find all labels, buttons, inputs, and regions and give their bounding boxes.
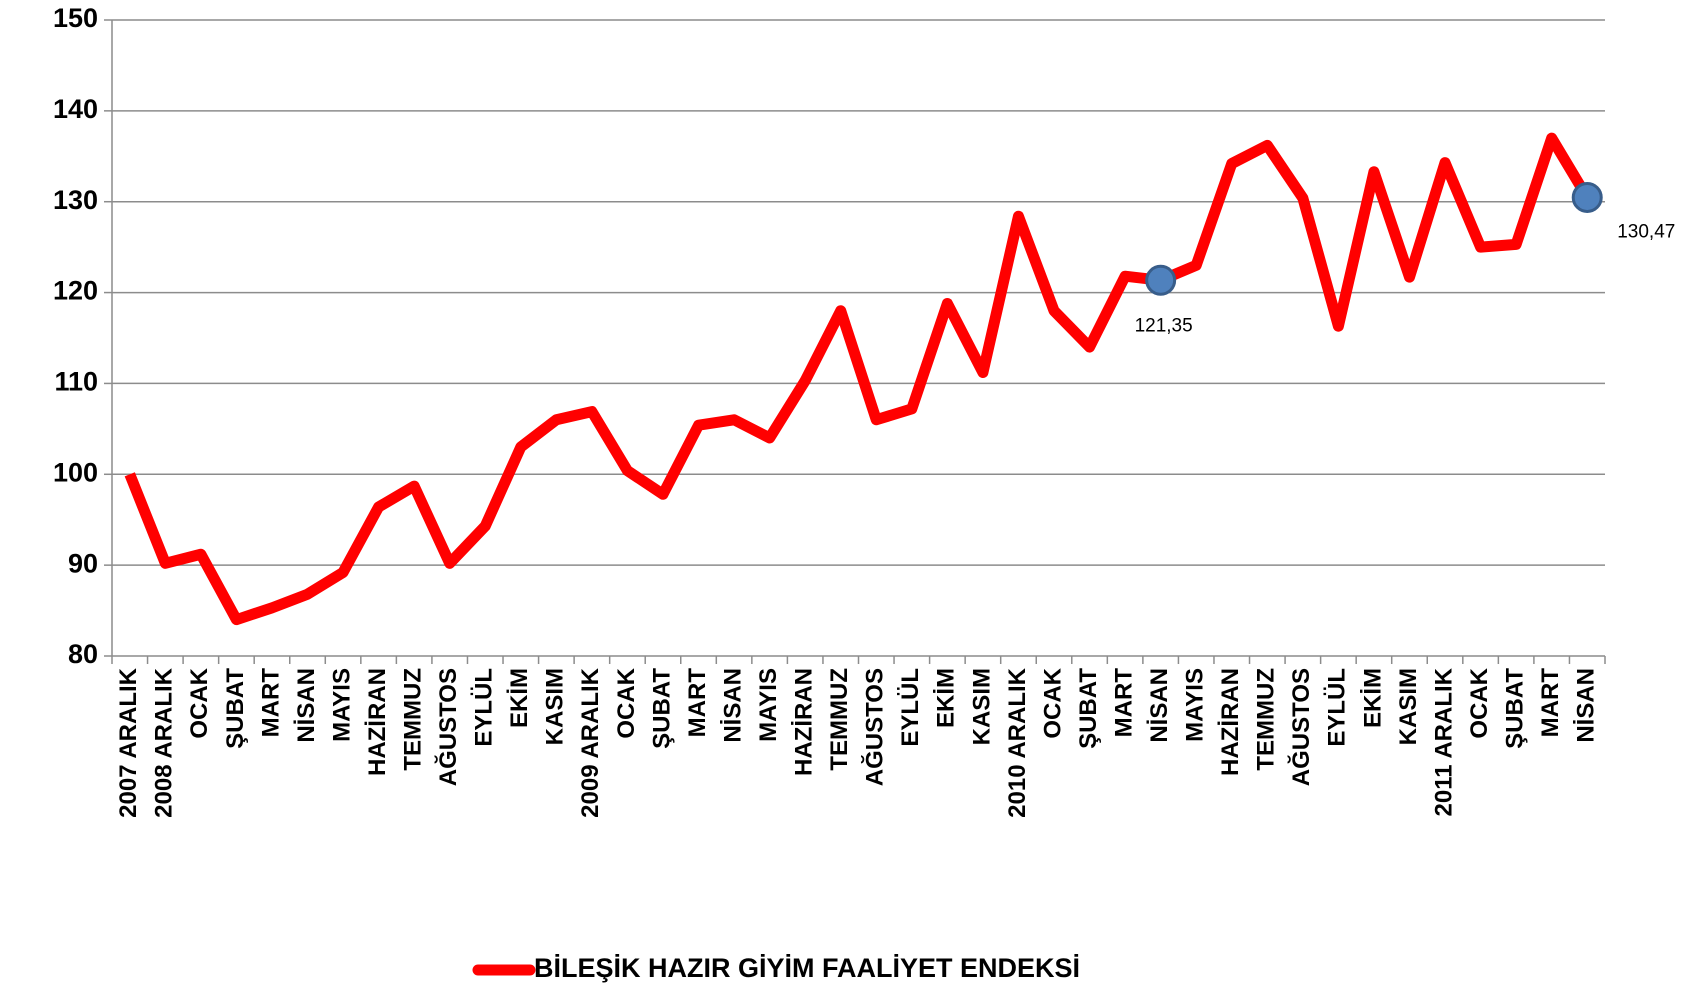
x-tick-label: ŞUBAT xyxy=(1501,668,1528,749)
x-tick-label: TEMMUZ xyxy=(1253,668,1280,771)
x-tick-label: EYLÜL xyxy=(1324,668,1351,747)
x-tick-label: EKİM xyxy=(933,668,960,728)
data-marker xyxy=(1571,181,1603,213)
x-tick-label: NİSAN xyxy=(719,668,746,743)
data-marker xyxy=(1145,264,1177,296)
x-tick-label: OCAK xyxy=(1466,667,1493,738)
x-tick-label: MAYIS xyxy=(328,668,355,742)
y-tick-label: 140 xyxy=(53,94,98,124)
x-tick-label: EKİM xyxy=(506,668,533,728)
x-tick-label: NİSAN xyxy=(1146,668,1173,743)
x-tick-label: KASIM xyxy=(1395,668,1422,745)
x-tick-label: MART xyxy=(1537,668,1564,738)
x-tick-label: HAZİRAN xyxy=(364,668,391,776)
x-tick-label: MART xyxy=(1110,668,1137,738)
y-tick-label: 100 xyxy=(53,457,98,487)
x-tick-label: AĞUSTOS xyxy=(1287,668,1315,786)
x-tick-label: 2007 ARALIK xyxy=(115,667,142,817)
x-tick-label: MAYIS xyxy=(1182,668,1209,742)
x-tick-label: HAZİRAN xyxy=(1217,668,1244,776)
series-line xyxy=(124,132,1592,626)
x-tick-label: EYLÜL xyxy=(897,668,924,747)
x-tick-label: ŞUBAT xyxy=(222,668,249,749)
x-tick-label: ŞUBAT xyxy=(648,668,675,749)
y-tick-label: 110 xyxy=(54,367,98,397)
x-tick-label: 2010 ARALIK xyxy=(1004,667,1031,817)
x-tick-label: OCAK xyxy=(613,667,640,738)
x-tick-label: ŞUBAT xyxy=(1075,668,1102,749)
x-tick-label: OCAK xyxy=(186,667,213,738)
x-tick-label: TEMMUZ xyxy=(826,668,853,771)
y-tick-label: 80 xyxy=(68,639,98,669)
y-tick-label: 130 xyxy=(53,185,98,215)
x-tick-label: NİSAN xyxy=(1573,668,1600,743)
x-tick-label: 2011 ARALIK xyxy=(1430,667,1457,816)
x-tick-label: NİSAN xyxy=(293,668,320,743)
x-tick-label: MART xyxy=(684,668,711,738)
x-tick-label: EYLÜL xyxy=(471,668,498,747)
data-label: 130,47 xyxy=(1617,221,1675,242)
x-tick-label: HAZİRAN xyxy=(791,668,818,776)
x-tick-label: KASIM xyxy=(968,668,995,745)
x-tick-label: AĞUSTOS xyxy=(434,668,462,786)
x-tick-label: EKİM xyxy=(1359,668,1386,728)
y-tick-label: 90 xyxy=(68,548,98,578)
x-tick-label: OCAK xyxy=(1039,667,1066,738)
x-tick-label: MART xyxy=(257,668,284,738)
data-label: 121,35 xyxy=(1135,315,1193,336)
x-tick-label: KASIM xyxy=(542,668,569,745)
legend-label: BİLEŞİK HAZIR GİYİM FAALİYET ENDEKSİ xyxy=(534,953,1080,983)
y-tick-label: 150 xyxy=(53,3,98,33)
x-tick-label: 2008 ARALIK xyxy=(151,667,178,817)
x-tick-label: 2009 ARALIK xyxy=(577,667,604,817)
x-tick-label: TEMMUZ xyxy=(399,668,426,771)
x-tick-label: MAYIS xyxy=(755,668,782,742)
y-tick-label: 120 xyxy=(53,276,98,306)
x-tick-label: AĞUSTOS xyxy=(861,668,889,786)
